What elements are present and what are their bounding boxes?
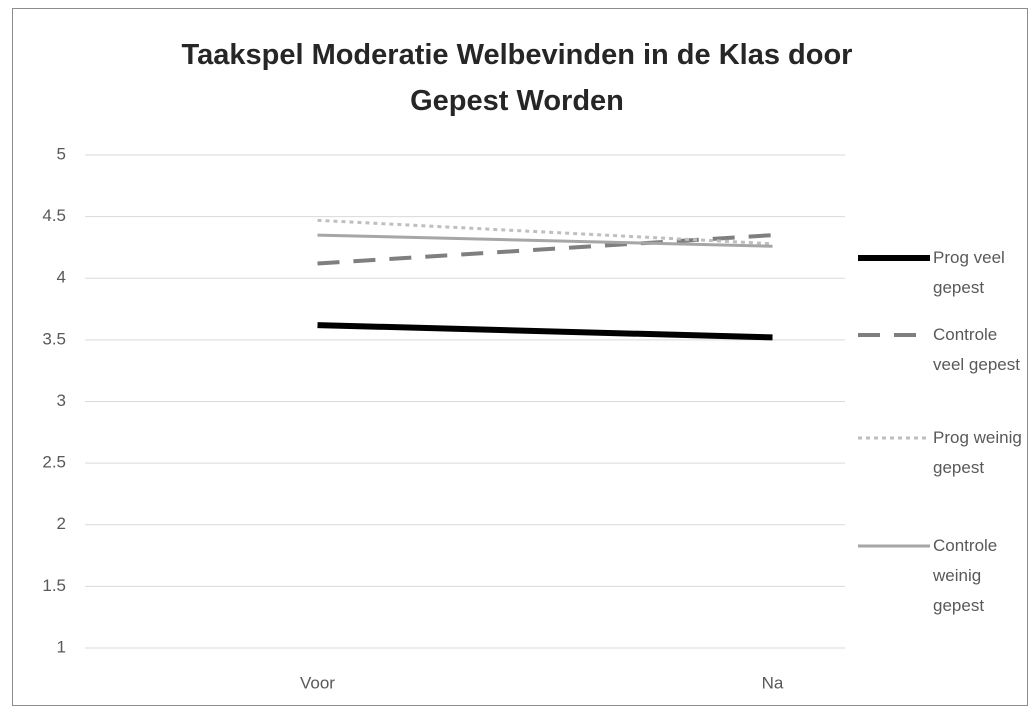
legend-label: Controle weinig gepest [933, 536, 998, 615]
chart-frame [12, 8, 1028, 706]
y-tick-label: 1 [57, 637, 66, 656]
series-line [317, 218, 773, 246]
legend-label: Controle veel gepest [933, 325, 1020, 374]
series-line [317, 233, 773, 248]
y-tick-label: 4 [57, 268, 66, 287]
legend-label: Prog veel gepest [933, 248, 1005, 297]
y-tick-label: 5 [57, 144, 66, 163]
y-tick-label: 1.5 [42, 576, 66, 595]
chart-title: Taakspel Moderatie Welbevinden in de Kla… [181, 39, 853, 117]
series-line [317, 322, 773, 341]
y-tick-label: 3.5 [42, 329, 66, 348]
legend-label: Prog weinig gepest [933, 428, 1022, 477]
y-tick-label: 2.5 [42, 453, 66, 472]
x-tick-label: Na [762, 673, 784, 692]
y-tick-label: 4.5 [42, 206, 66, 225]
y-tick-label: 3 [57, 391, 66, 410]
x-tick-label: Voor [300, 673, 335, 692]
y-tick-label: 2 [57, 514, 66, 533]
